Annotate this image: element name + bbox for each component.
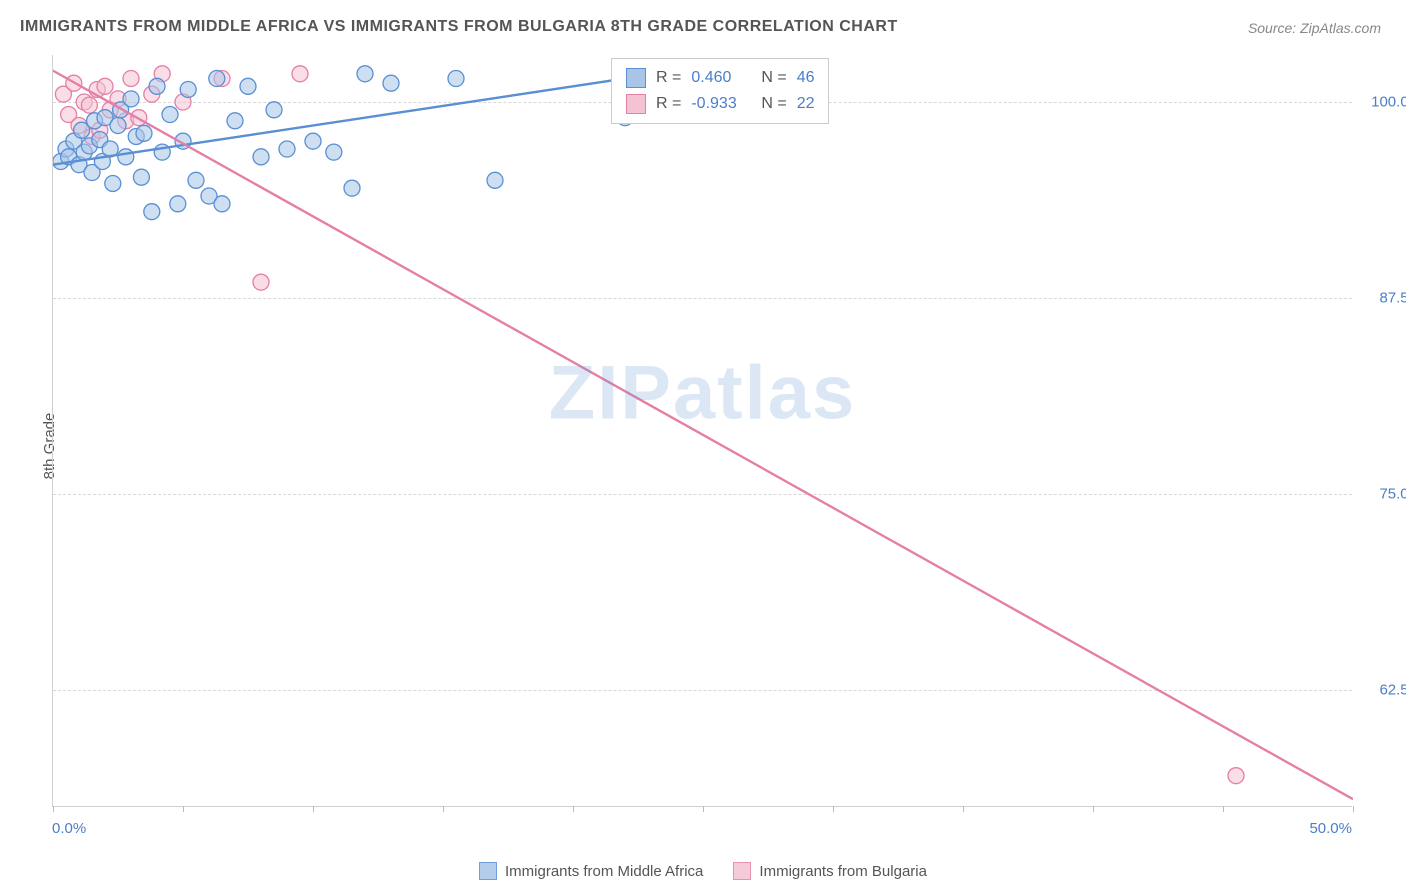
stats-swatch <box>626 94 646 114</box>
legend-label: Immigrants from Middle Africa <box>505 863 703 880</box>
source-attribution: Source: ZipAtlas.com <box>1248 20 1381 36</box>
legend-item: Immigrants from Middle Africa <box>479 862 703 880</box>
stats-r-label: R = <box>656 91 681 117</box>
stats-n-label: N = <box>761 65 786 91</box>
stats-row: R = 0.460 N = 46 <box>626 65 814 91</box>
stats-r-label: R = <box>656 65 681 91</box>
legend-swatch <box>733 862 751 880</box>
stats-swatch <box>626 68 646 88</box>
y-tick-label: 62.5% <box>1379 681 1406 698</box>
stats-n-label: N = <box>761 91 786 117</box>
x-tick <box>1353 806 1354 812</box>
legend-item: Immigrants from Bulgaria <box>733 862 927 880</box>
chart-title: IMMIGRANTS FROM MIDDLE AFRICA VS IMMIGRA… <box>20 18 898 36</box>
stats-r-value: -0.933 <box>691 91 751 117</box>
stats-legend-box: R = 0.460 N = 46 R = -0.933 N = 22 <box>611 58 829 124</box>
stats-row: R = -0.933 N = 22 <box>626 91 814 117</box>
stats-r-value: 0.460 <box>691 65 751 91</box>
legend-bottom: Immigrants from Middle Africa Immigrants … <box>0 862 1406 880</box>
stats-n-value: 22 <box>797 91 815 117</box>
y-tick-label: 75.0% <box>1379 485 1406 502</box>
x-label-max: 50.0% <box>1309 820 1352 837</box>
legend-swatch <box>479 862 497 880</box>
legend-label: Immigrants from Bulgaria <box>759 863 927 880</box>
y-tick-label: 87.5% <box>1379 289 1406 306</box>
x-axis-labels: 0.0% 50.0% <box>52 55 1352 807</box>
y-tick-label: 100.0% <box>1371 94 1406 111</box>
stats-n-value: 46 <box>797 65 815 91</box>
x-label-min: 0.0% <box>52 820 86 837</box>
